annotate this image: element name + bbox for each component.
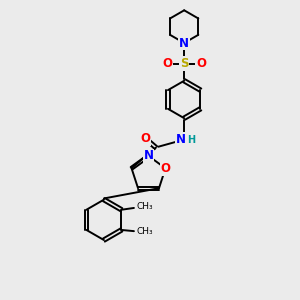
Text: CH₃: CH₃ <box>136 202 153 211</box>
Text: O: O <box>196 57 206 70</box>
Text: N: N <box>143 149 154 162</box>
Text: O: O <box>162 57 172 70</box>
Text: S: S <box>180 57 188 70</box>
Text: CH₃: CH₃ <box>136 227 153 236</box>
Text: N: N <box>179 37 189 50</box>
Text: O: O <box>140 132 151 145</box>
Text: H: H <box>187 135 195 145</box>
Text: O: O <box>160 162 170 175</box>
Text: N: N <box>176 133 186 146</box>
